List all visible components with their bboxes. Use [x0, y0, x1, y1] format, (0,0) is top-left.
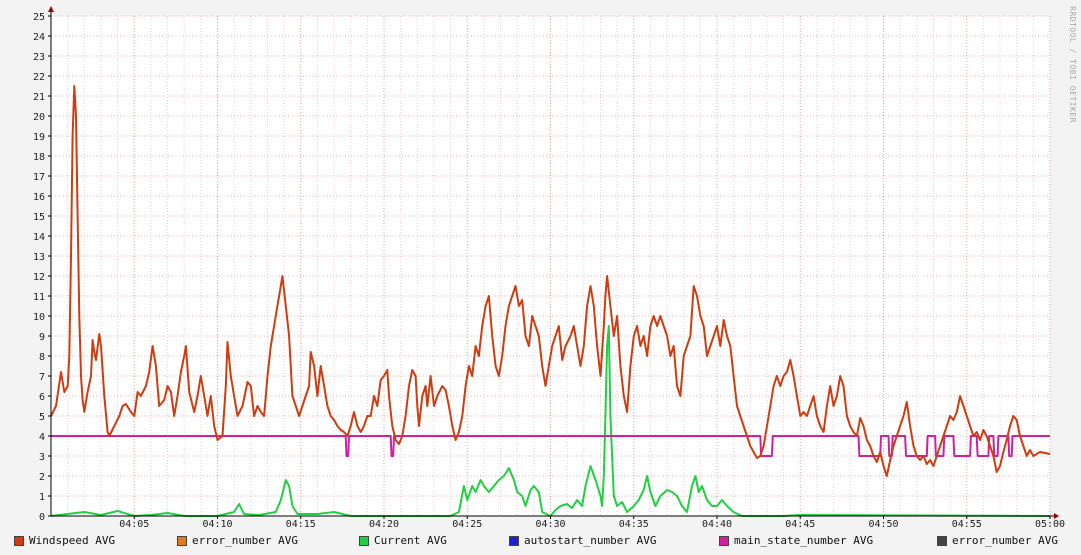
series-line-windspeed-avg [50, 85, 1051, 477]
grid [51, 15, 1051, 516]
y-tick-label: 13 [33, 252, 45, 263]
x-tick-label: 04:05 [119, 519, 149, 530]
x-tick-label: 04:40 [702, 519, 732, 530]
y-tick-label: 6 [39, 392, 45, 403]
y-tick-label: 22 [33, 72, 45, 83]
series-line-current-avg [50, 325, 1051, 517]
y-tick-label: 11 [33, 292, 45, 303]
y-tick-label: 20 [33, 112, 45, 123]
y-tick-label: 25 [33, 12, 45, 23]
watermark: RRDTOOL / TOBI OETIKER [1068, 6, 1077, 123]
axes [48, 6, 1059, 519]
y-tick-label: 5 [39, 412, 45, 423]
x-axis-arrow [1054, 513, 1059, 519]
legend-item-current: Current AVG [359, 534, 447, 547]
legend-label-autostart-number: autostart_number AVG [524, 534, 657, 547]
y-tick-label: 19 [33, 132, 45, 143]
y-tick-label: 10 [33, 312, 45, 323]
x-tick-label: 05:00 [1035, 519, 1065, 530]
series-group [50, 85, 1051, 517]
legend-item-error-number-2: error_number AVG [937, 534, 1058, 547]
x-tick-label: 04:35 [619, 519, 649, 530]
y-tick-label: 18 [33, 152, 45, 163]
legend-item-main-state-number: main_state_number AVG [719, 534, 873, 547]
legend: Windspeed AVG error_number AVG Current A… [14, 534, 1074, 550]
legend-swatch-error-number-2 [937, 535, 947, 546]
y-tick-label: 16 [33, 192, 45, 203]
y-tick-label: 15 [33, 212, 45, 223]
x-tick-label: 04:50 [868, 519, 898, 530]
x-tick-label: 04:15 [286, 519, 316, 530]
legend-item-autostart-number: autostart_number AVG [509, 534, 656, 547]
legend-swatch-windspeed [14, 535, 24, 546]
x-tick-label: 04:30 [535, 519, 565, 530]
y-tick-label: 1 [39, 492, 45, 503]
tick-labels: 0123456789101112131415161718192021222324… [33, 12, 1065, 530]
legend-item-error-number: error_number AVG [177, 534, 298, 547]
y-tick-label: 7 [39, 372, 45, 383]
x-tick-label: 04:20 [369, 519, 399, 530]
y-tick-label: 14 [33, 232, 45, 243]
y-tick-label: 2 [39, 472, 45, 483]
legend-label-error-number: error_number AVG [192, 534, 298, 547]
x-tick-label: 04:25 [452, 519, 482, 530]
legend-swatch-error-number [177, 535, 187, 546]
x-tick-label: 04:55 [952, 519, 982, 530]
legend-label-error-number-2: error_number AVG [952, 534, 1058, 547]
legend-swatch-current [359, 535, 369, 546]
y-tick-label: 12 [33, 272, 45, 283]
y-tick-label: 0 [39, 512, 45, 523]
y-tick-label: 23 [33, 52, 45, 63]
y-tick-label: 3 [39, 452, 45, 463]
legend-label-current: Current AVG [374, 534, 447, 547]
y-tick-label: 17 [33, 172, 45, 183]
y-tick-label: 24 [33, 32, 45, 43]
legend-swatch-autostart-number [509, 535, 519, 546]
y-tick-label: 8 [39, 352, 45, 363]
legend-label-windspeed: Windspeed AVG [29, 534, 116, 547]
x-tick-label: 04:10 [202, 519, 232, 530]
legend-label-main-state-number: main_state_number AVG [734, 534, 874, 547]
y-tick-label: 21 [33, 92, 45, 103]
y-axis-arrow [48, 6, 54, 12]
y-tick-label: 9 [39, 332, 45, 343]
x-tick-label: 04:45 [785, 519, 815, 530]
legend-item-windspeed: Windspeed AVG [14, 534, 115, 547]
y-tick-label: 4 [39, 432, 45, 443]
legend-swatch-main-state-number [719, 535, 729, 546]
